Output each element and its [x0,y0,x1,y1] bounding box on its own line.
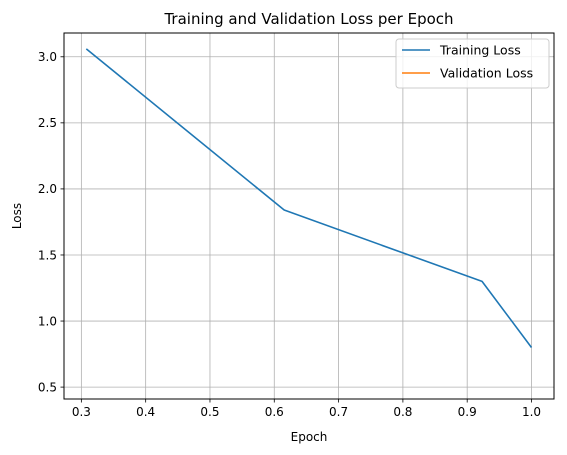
x-tick-label: 0.9 [458,405,477,419]
chart-title: Training and Validation Loss per Epoch [163,10,453,28]
x-axis-label: Epoch [291,430,328,444]
x-tick-label: 0.7 [329,405,348,419]
x-tick-label: 0.3 [72,405,91,419]
y-tick-label: 1.5 [38,248,57,262]
series-layer [85,48,533,348]
x-tick-label: 0.5 [200,405,219,419]
y-tick-label: 2.0 [38,182,57,196]
ticks: 0.3 0.4 0.5 0.6 0.7 0.8 0.9 1.0 0.5 1.0 1.5 2.0 2.5 3… [38,50,541,419]
legend-label-validation-loss: Validation Loss [440,66,533,81]
legend: Training Loss Validation Loss [395,38,550,89]
series-line-training-loss [85,48,533,348]
plot-frame [63,32,555,400]
x-tick-label: 0.6 [265,405,284,419]
grid [64,33,554,399]
y-tick-label: 0.5 [38,380,57,394]
legend-label-training-loss: Training Loss [439,43,521,58]
x-tick-label: 0.8 [393,405,412,419]
y-axis-label: Loss [10,203,24,229]
legend-box [395,38,550,89]
x-tick-label: 1.0 [522,405,541,419]
y-tick-label: 2.5 [38,116,57,130]
y-tick-label: 3.0 [38,50,57,64]
x-tick-label: 0.4 [136,405,155,419]
y-tick-label: 1.0 [38,314,57,328]
